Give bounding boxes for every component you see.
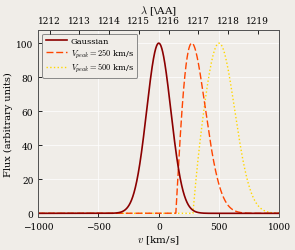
$V_{peak} = 250$ km/s bbox=[265, 212, 268, 215]
Gaussian bbox=[46, 212, 50, 215]
$V_{peak} = 500$ km/s bbox=[84, 212, 87, 215]
Gaussian bbox=[157, 42, 160, 45]
Gaussian bbox=[37, 212, 41, 215]
$V_{peak} = 250$ km/s bbox=[190, 42, 194, 45]
$V_{peak} = 250$ km/s bbox=[37, 212, 41, 215]
Line: $V_{peak} = 500$ km/s: $V_{peak} = 500$ km/s bbox=[38, 44, 279, 213]
Gaussian bbox=[36, 212, 40, 215]
$V_{peak} = 500$ km/s bbox=[278, 212, 281, 215]
$V_{peak} = 500$ km/s bbox=[37, 212, 41, 215]
$V_{peak} = 250$ km/s bbox=[278, 212, 281, 215]
Line: $V_{peak} = 250$ km/s: $V_{peak} = 250$ km/s bbox=[38, 44, 279, 213]
Legend: Gaussian, $V_{peak} = 250$ km/s, $V_{peak} = 500$ km/s: Gaussian, $V_{peak} = 250$ km/s, $V_{pea… bbox=[42, 34, 137, 78]
$V_{peak} = 250$ km/s bbox=[51, 212, 54, 215]
Gaussian bbox=[84, 212, 87, 215]
$V_{peak} = 250$ km/s bbox=[46, 212, 50, 215]
$V_{peak} = 250$ km/s bbox=[154, 212, 158, 215]
$V_{peak} = 500$ km/s bbox=[36, 212, 40, 215]
X-axis label: $v$ [km/s]: $v$ [km/s] bbox=[137, 234, 180, 246]
X-axis label: $\lambda$ [\AA]: $\lambda$ [\AA] bbox=[140, 4, 177, 18]
Gaussian bbox=[278, 212, 281, 215]
$V_{peak} = 250$ km/s bbox=[132, 212, 136, 215]
$V_{peak} = 250$ km/s bbox=[84, 212, 87, 215]
$V_{peak} = 500$ km/s bbox=[154, 212, 158, 215]
$V_{peak} = 500$ km/s bbox=[265, 210, 268, 213]
Line: Gaussian: Gaussian bbox=[38, 44, 279, 213]
Gaussian bbox=[265, 212, 268, 215]
Gaussian bbox=[154, 47, 158, 50]
$V_{peak} = 500$ km/s bbox=[46, 212, 50, 215]
Y-axis label: Flux (arbitrary units): Flux (arbitrary units) bbox=[4, 72, 13, 176]
$V_{peak} = 500$ km/s bbox=[51, 212, 54, 215]
$V_{peak} = 500$ km/s bbox=[217, 42, 221, 45]
$V_{peak} = 500$ km/s bbox=[108, 212, 111, 215]
Gaussian bbox=[51, 212, 54, 215]
$V_{peak} = 250$ km/s bbox=[36, 212, 40, 215]
